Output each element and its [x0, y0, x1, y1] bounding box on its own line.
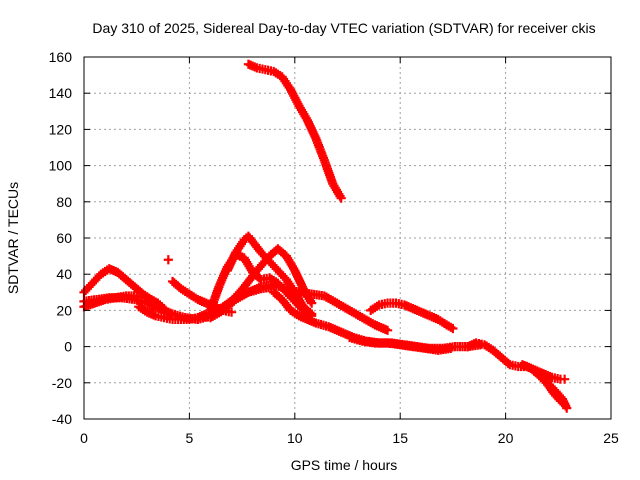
- y-tick-label: 100: [49, 158, 73, 174]
- y-tick-label: 40: [56, 266, 72, 282]
- y-tick-label: 80: [56, 194, 72, 210]
- x-axis-label: GPS time / hours: [291, 457, 398, 473]
- y-tick-label: -40: [52, 411, 72, 427]
- series-track-left-mid: [167, 276, 237, 317]
- data-point: [159, 303, 169, 314]
- series-track-right-arc: [366, 298, 458, 334]
- series-track-high: [243, 59, 346, 203]
- y-tick-label: 140: [49, 85, 73, 101]
- data-point: [382, 325, 393, 335]
- y-tick-label: 60: [56, 230, 72, 246]
- y-axis-label: SDTVAR / TECUs: [5, 182, 21, 294]
- data-point: [446, 343, 456, 354]
- data-point: [448, 323, 458, 334]
- y-tick-label: 120: [49, 121, 73, 137]
- data-point: [560, 374, 570, 384]
- series-track-left-flat: [79, 291, 169, 314]
- data-point: [226, 307, 237, 317]
- series-track-right-descent: [463, 338, 570, 384]
- series-isolated: [163, 255, 173, 265]
- data-point: [336, 193, 346, 203]
- y-axis-ticks: -40 -20 0 20 40 60 80 100 120 140 160: [49, 49, 611, 427]
- data-point: [307, 298, 317, 308]
- data-point: [210, 307, 220, 317]
- data-point: [562, 403, 572, 413]
- y-tick-label: 20: [56, 302, 72, 318]
- x-axis-ticks: 0 5 10 15 20 25: [80, 57, 619, 446]
- series-track-flat-mid: [345, 332, 456, 355]
- y-tick-label: 0: [64, 339, 72, 355]
- data-point: [163, 255, 173, 265]
- x-tick-label: 0: [80, 430, 88, 446]
- series-track-lower-left: [134, 302, 220, 325]
- x-tick-label: 10: [287, 430, 303, 446]
- y-tick-label: -20: [52, 375, 72, 391]
- data-points: [79, 59, 572, 413]
- x-tick-label: 20: [498, 430, 514, 446]
- chart-title: Day 310 of 2025, Sidereal Day-to-day VTE…: [92, 20, 595, 36]
- y-tick-label: 160: [49, 49, 73, 65]
- x-tick-label: 5: [186, 430, 194, 446]
- x-tick-label: 15: [392, 430, 408, 446]
- x-tick-label: 25: [603, 430, 619, 446]
- series-track-right-tail2: [534, 370, 572, 413]
